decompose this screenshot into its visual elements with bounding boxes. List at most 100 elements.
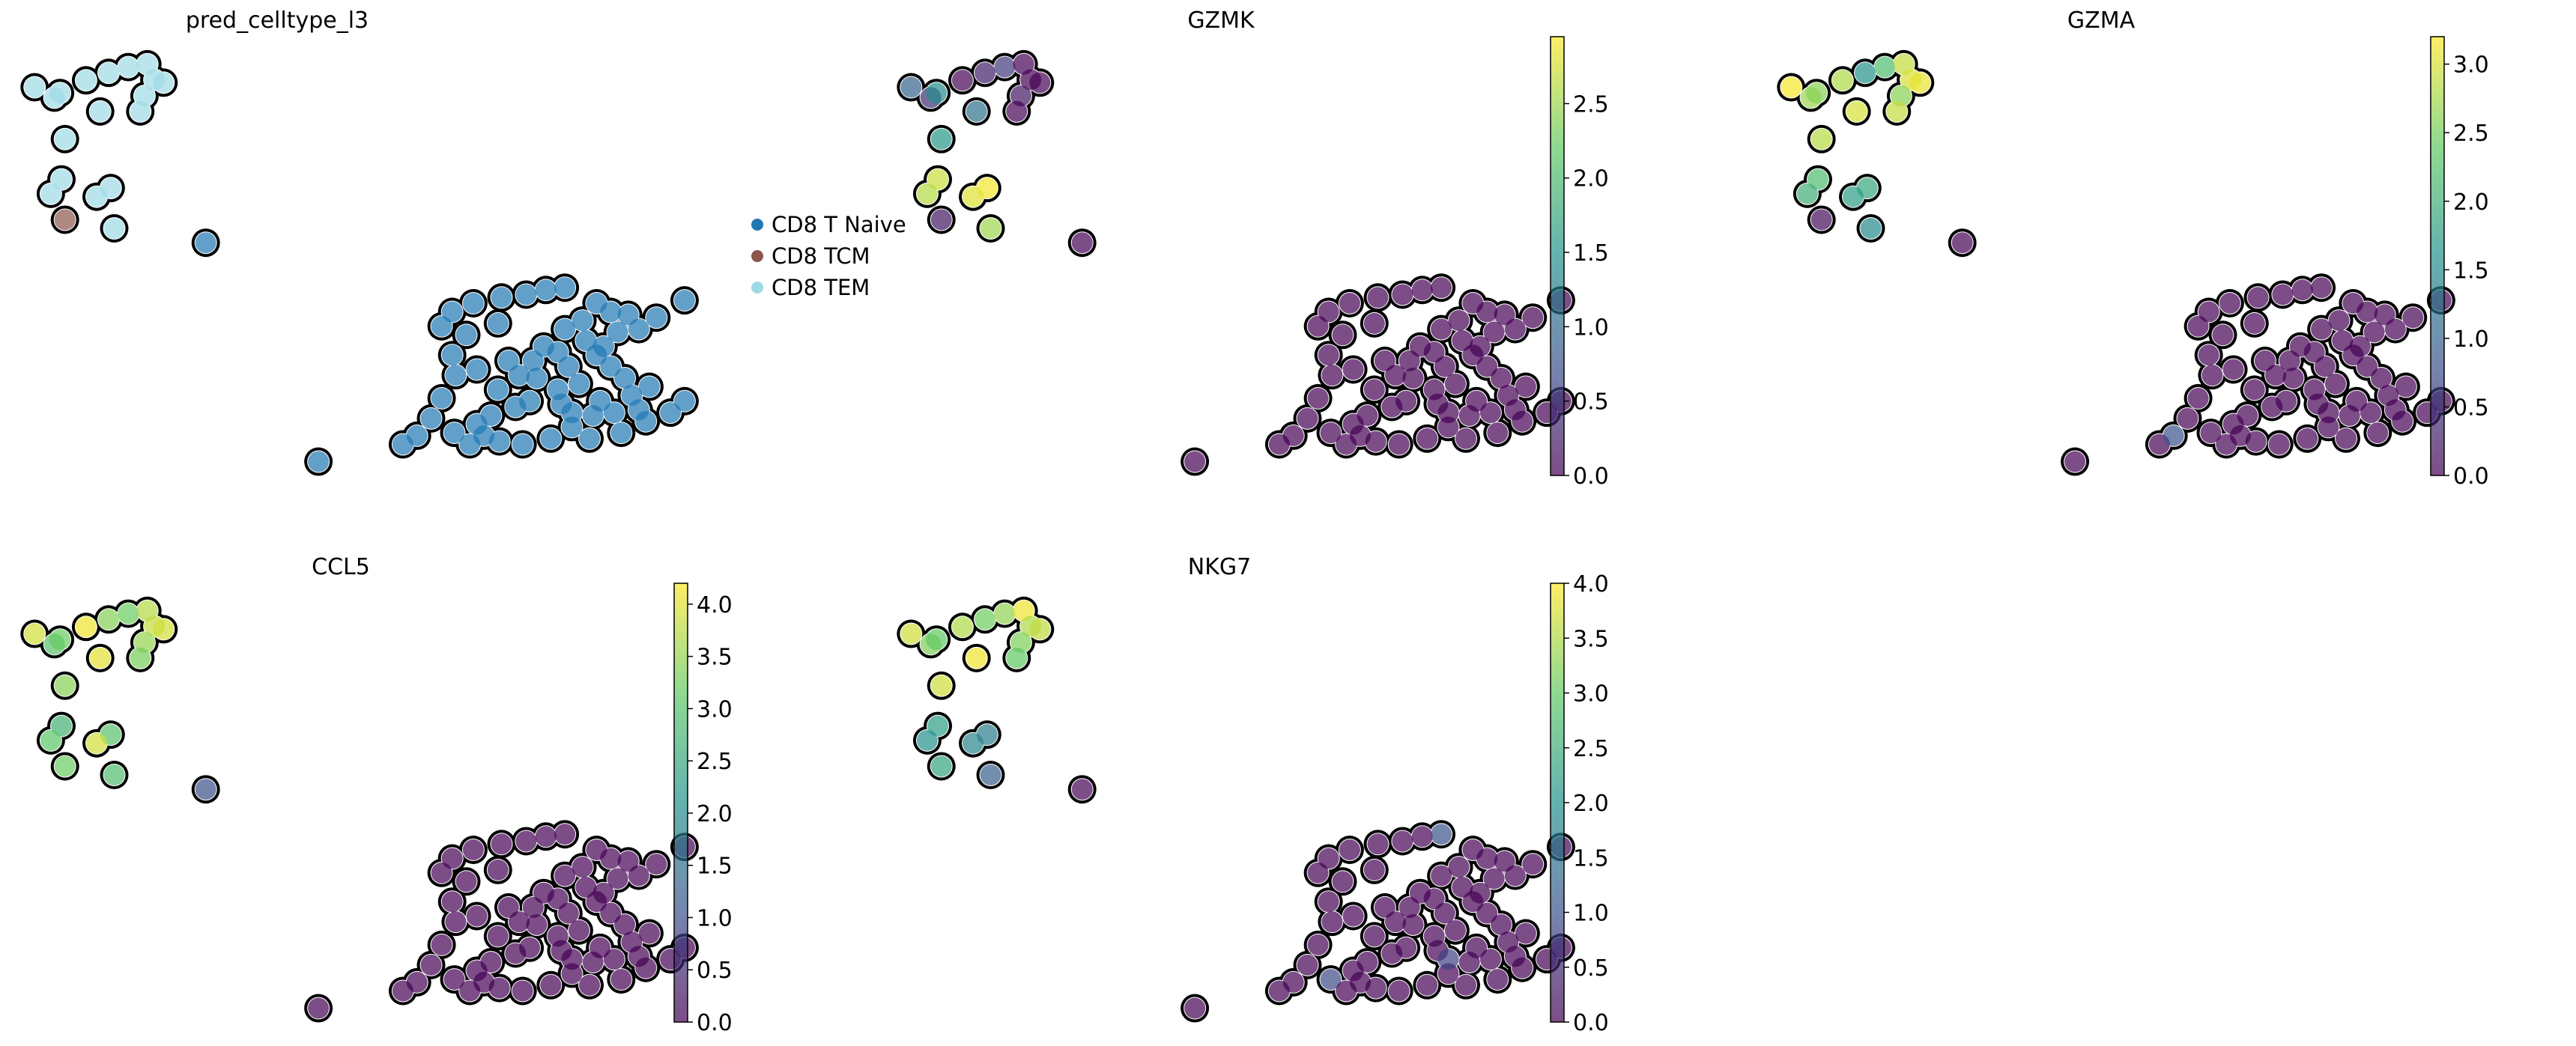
scatter-point: [572, 857, 593, 878]
scatter-point: [54, 755, 76, 777]
scatter-point: [1385, 365, 1406, 386]
colorbar-tick-label: 0.0: [2453, 463, 2489, 490]
scatter-point: [617, 304, 639, 326]
scatter-point: [2276, 390, 2297, 412]
scatter-point: [1466, 937, 1488, 958]
colorbar-tick-label: 1.5: [697, 854, 733, 880]
scatter-point: [930, 675, 952, 696]
scatter-point: [951, 616, 973, 638]
scatter-point: [1444, 919, 1466, 941]
scatter-point: [1504, 946, 1526, 967]
scatter-point: [2219, 293, 2240, 314]
scatter-point: [488, 977, 510, 999]
colorbar-tick-label: 1.5: [2453, 258, 2489, 284]
scatter-point: [1321, 911, 1343, 933]
scatter-point: [1455, 974, 1476, 996]
scatter-point: [2357, 301, 2378, 323]
scatter-point: [2268, 434, 2290, 455]
scatter-point: [1831, 70, 1853, 91]
colorbar-tick-label: 3.5: [697, 645, 733, 671]
scatter-point: [2349, 335, 2371, 357]
scatter-point: [1491, 914, 1512, 935]
scatter-point: [1810, 209, 1832, 231]
scatter-point: [2177, 407, 2198, 429]
scatter-point: [966, 100, 987, 122]
scatter-point: [900, 623, 922, 645]
scatter-point: [1320, 969, 1342, 991]
point-layer: [24, 53, 695, 472]
scatter-point: [575, 877, 597, 898]
panel-gzmk: GZMK 0.0 0.5 1.0 1.5 2.0 2.5: [897, 7, 1609, 490]
scatter-point: [974, 62, 995, 84]
scatter-point: [2303, 379, 2325, 401]
scatter-point: [195, 779, 216, 800]
scatter-point: [646, 307, 667, 329]
scatter-point: [497, 350, 519, 371]
scatter-point: [1332, 871, 1354, 893]
scatter-point: [607, 868, 628, 890]
scatter-point: [554, 277, 576, 299]
scatter-point: [628, 399, 649, 421]
scatter-point: [614, 368, 635, 389]
scatter-point: [466, 960, 488, 982]
scatter-point: [561, 416, 583, 438]
scatter-point: [420, 407, 442, 429]
scatter-point: [118, 603, 139, 624]
scatter-point: [1398, 350, 1420, 371]
scatter-point: [2297, 428, 2318, 449]
scatter-point: [1321, 365, 1343, 386]
scatter-point: [600, 301, 622, 323]
scatter-point: [487, 379, 509, 401]
scatter-point: [927, 715, 948, 737]
scatter-point: [1781, 76, 1802, 98]
scatter-point: [487, 859, 509, 881]
scatter-point: [40, 183, 61, 204]
scatter-point: [572, 310, 593, 332]
scatter-point: [610, 969, 632, 991]
colorbar-gradient: [1551, 37, 1564, 475]
scatter-point: [994, 603, 1016, 624]
scatter-point: [561, 402, 583, 424]
scatter-point: [1431, 824, 1452, 845]
scatter-point: [600, 902, 622, 924]
scatter-point: [1318, 301, 1339, 323]
scatter-point: [1363, 925, 1385, 947]
scatter-point: [441, 344, 463, 366]
panel-title: pred_celltype_l3: [186, 7, 369, 34]
scatter-point: [1476, 848, 1498, 869]
scatter-point: [54, 128, 76, 150]
scatter-point: [1363, 859, 1385, 881]
scatter-point: [926, 629, 948, 651]
scatter-point: [2336, 428, 2357, 449]
scatter-point: [547, 888, 569, 910]
scatter-point: [994, 56, 1016, 78]
scatter-point: [118, 56, 139, 78]
scatter-point: [930, 209, 952, 231]
scatter-point: [431, 862, 452, 884]
colorbar-tick-label: 0.0: [1573, 463, 1609, 490]
scatter-point: [443, 969, 465, 991]
scatter-point: [1437, 402, 1459, 424]
scatter-point: [930, 755, 952, 777]
scatter-point: [1951, 232, 1973, 254]
scatter-point: [1476, 356, 1498, 377]
scatter-point: [1320, 422, 1342, 444]
legend-marker: [751, 250, 763, 262]
colorbar-tick-label: 3.0: [697, 696, 733, 723]
scatter-point: [1006, 647, 1028, 669]
scatter-point: [2360, 402, 2381, 424]
scatter-point: [515, 830, 537, 852]
scatter-point: [519, 937, 541, 958]
scatter-point: [540, 974, 562, 996]
scatter-point: [462, 839, 484, 860]
panel-nkg7: NKG7 0.0 0.5 1.0 1.5 2.0 2.5 3.0 3.5 4.0: [897, 554, 1609, 1036]
scatter-point: [1342, 905, 1364, 927]
scatter-point: [1479, 402, 1501, 424]
scatter-point: [308, 997, 330, 1019]
scatter-point: [89, 647, 111, 669]
scatter-point: [1416, 428, 1438, 449]
scatter-point: [1522, 854, 1544, 875]
panel-title: CCL5: [312, 554, 370, 580]
scatter-point: [130, 100, 151, 122]
scatter-point: [443, 422, 465, 444]
